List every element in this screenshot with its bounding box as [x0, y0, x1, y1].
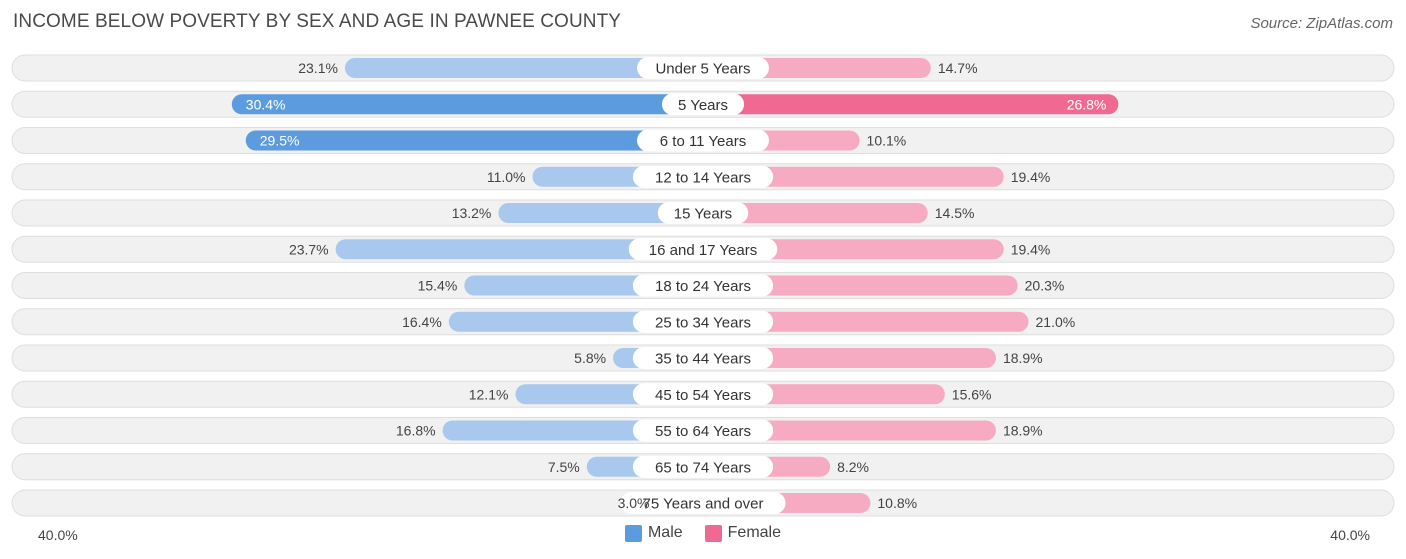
value-label-male-25-to-34-years: 16.4%	[402, 314, 442, 330]
value-label-male-65-to-74-years: 7.5%	[548, 459, 580, 475]
category-pill-75-years-and-over	[620, 492, 786, 514]
bar-female-12-to-14-years	[703, 166, 1004, 187]
legend-swatch-female	[704, 524, 722, 542]
value-label-male-35-to-44-years: 5.8%	[574, 350, 606, 366]
category-pill-65-to-74-years	[632, 455, 774, 478]
bar-female-35-to-44-years	[703, 348, 996, 368]
category-pill-under-5-years	[637, 57, 769, 79]
value-label-female-25-to-34-years: 21.0%	[1036, 314, 1076, 330]
category-pill-16-and-17-years	[628, 238, 778, 261]
axis-label-right: 40.0%	[1330, 527, 1370, 543]
category-label-6-to-11-years: 6 to 11 Years	[660, 133, 746, 150]
value-label-female-65-to-74-years: 8.2%	[837, 459, 869, 475]
legend-label-male: Male	[647, 524, 683, 541]
bar-male-under-5-years	[344, 58, 703, 78]
category-pill-55-to-64-years	[632, 419, 774, 442]
value-label-male-15-years: 13.2%	[452, 205, 492, 221]
category-pill-18-to-24-years	[632, 274, 774, 297]
category-label-35-to-44-years: 35 to 44 Years	[655, 351, 751, 368]
value-label-male-16-and-17-years: 23.7%	[289, 241, 329, 257]
bar-female-15-years	[703, 203, 928, 223]
category-label-15-years: 15 Years	[674, 206, 732, 223]
value-label-female-45-to-54-years: 15.6%	[952, 386, 992, 402]
category-pill-6-to-11-years	[637, 129, 769, 152]
value-label-female-15-years: 14.5%	[935, 205, 975, 221]
category-pill-45-to-54-years	[632, 383, 774, 406]
value-label-female-35-to-44-years: 18.9%	[1003, 350, 1043, 366]
legend-swatch-male	[624, 524, 642, 542]
legend-item-female: Female	[704, 524, 782, 542]
chart-title: INCOME BELOW POVERTY BY SEX AND AGE IN P…	[13, 11, 622, 32]
category-label-5-years: 5 Years	[678, 97, 728, 114]
bar-male-5-years	[231, 94, 704, 115]
category-label-55-to-64-years: 55 to 64 Years	[655, 423, 751, 440]
value-label-male-75-years-and-over: 3.0%	[618, 495, 650, 511]
category-pill-25-to-34-years	[632, 310, 774, 333]
value-label-female-5-years: 26.8%	[1067, 96, 1107, 112]
value-label-female-12-to-14-years: 19.4%	[1011, 169, 1051, 185]
bar-female-5-years	[703, 94, 1119, 115]
legend: Male Female	[0, 524, 1406, 542]
value-label-female-16-and-17-years: 19.4%	[1011, 241, 1051, 257]
value-label-male-6-to-11-years: 29.5%	[260, 133, 300, 149]
bar-female-16-and-17-years	[703, 239, 1004, 260]
bar-female-18-to-24-years	[703, 275, 1018, 296]
bar-male-16-and-17-years	[335, 239, 703, 260]
value-label-female-55-to-64-years: 18.9%	[1003, 423, 1043, 439]
category-label-25-to-34-years: 25 to 34 Years	[655, 314, 751, 331]
value-label-female-75-years-and-over: 10.8%	[877, 495, 917, 511]
category-pill-35-to-44-years	[632, 347, 774, 369]
category-pill-15-years	[657, 202, 749, 224]
category-label-12-to-14-years: 12 to 14 Years	[655, 169, 751, 186]
legend-label-female: Female	[727, 524, 782, 541]
value-label-male-under-5-years: 23.1%	[298, 60, 338, 76]
category-label-under-5-years: Under 5 Years	[655, 61, 750, 78]
value-label-male-55-to-64-years: 16.8%	[396, 423, 436, 439]
value-label-male-45-to-54-years: 12.1%	[469, 386, 509, 402]
value-label-male-5-years: 30.4%	[246, 96, 286, 112]
category-label-75-years-and-over: 75 Years and over	[643, 496, 764, 513]
category-label-18-to-24-years: 18 to 24 Years	[655, 278, 751, 295]
legend-item-male: Male	[624, 524, 683, 542]
value-label-female-18-to-24-years: 20.3%	[1025, 278, 1065, 294]
category-pill-12-to-14-years	[632, 165, 774, 188]
bar-female-25-to-34-years	[703, 311, 1029, 332]
value-label-male-18-to-24-years: 15.4%	[418, 278, 458, 294]
value-label-female-6-to-11-years: 10.1%	[867, 133, 907, 149]
value-label-male-12-to-14-years: 11.0%	[487, 169, 526, 185]
source-label: Source: ZipAtlas.com	[1250, 15, 1393, 32]
category-label-16-and-17-years: 16 and 17 Years	[649, 242, 757, 259]
value-label-female-under-5-years: 14.7%	[938, 60, 978, 76]
bar-male-6-to-11-years	[245, 130, 703, 151]
bar-female-55-to-64-years	[703, 420, 996, 441]
category-pill-5-years	[661, 93, 745, 116]
bar-male-15-years	[498, 203, 703, 223]
category-label-65-to-74-years: 65 to 74 Years	[655, 459, 751, 476]
axis-label-left: 40.0%	[38, 527, 78, 543]
category-label-45-to-54-years: 45 to 54 Years	[655, 387, 751, 404]
